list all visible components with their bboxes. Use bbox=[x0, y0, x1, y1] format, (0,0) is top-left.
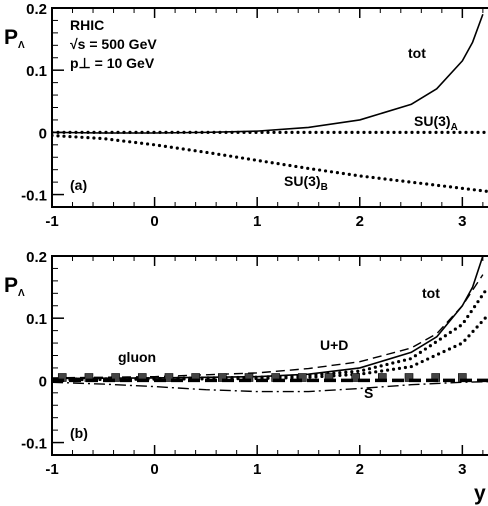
gluon-marker bbox=[111, 373, 120, 382]
series-u-d-label: U+D bbox=[320, 337, 348, 353]
series-gluon bbox=[57, 373, 467, 382]
y-tick-label: -0.1 bbox=[21, 436, 47, 453]
x-tick-label: 3 bbox=[458, 461, 466, 478]
y-axis-title-main: P bbox=[4, 274, 18, 297]
y-tick-label: 0.1 bbox=[26, 311, 47, 328]
panel-a: -1 0 1 2 30.20.10-0.1PΛ totSU(3)ASU(3)B(a)RHI… bbox=[4, 1, 488, 230]
series-gluon-label-main: gluon bbox=[118, 349, 156, 365]
series-tot-label-main: tot bbox=[408, 45, 426, 61]
info-line: RHIC bbox=[70, 17, 104, 33]
y-axis-title: PΛ bbox=[4, 274, 25, 299]
y-axis-title-sub: Λ bbox=[18, 40, 25, 51]
series-tot bbox=[52, 256, 484, 380]
series-s-label: S bbox=[364, 385, 373, 401]
series-s-label-main: S bbox=[364, 385, 373, 401]
series-su-3-b-label-main: SU(3) bbox=[284, 173, 321, 189]
x-tick-label: 0 bbox=[150, 213, 158, 230]
y-tick-label: 0.1 bbox=[26, 63, 47, 80]
series-gluon-label: gluon bbox=[118, 349, 156, 365]
gluon-marker bbox=[351, 373, 360, 382]
series-su-3-a-label-main: SU(3) bbox=[414, 113, 451, 129]
gluon-marker bbox=[298, 373, 307, 382]
series-u-d bbox=[52, 274, 484, 379]
x-tick-label: 3 bbox=[458, 213, 466, 230]
series-su-3-a-label: SU(3)A bbox=[414, 113, 458, 133]
gluon-marker bbox=[164, 373, 174, 382]
series-tot-label: tot bbox=[422, 285, 440, 301]
x-tick-label: 1 bbox=[253, 213, 261, 230]
series-su-3-b bbox=[52, 133, 488, 194]
info-line: √s = 500 GeV bbox=[70, 36, 157, 52]
y-tick-label: 0.2 bbox=[26, 1, 47, 18]
series-su-3-b-label: SU(3)B bbox=[284, 173, 328, 193]
y-tick-label: -0.1 bbox=[21, 188, 47, 205]
y-tick-label: 0 bbox=[39, 373, 47, 390]
panel-label: (a) bbox=[70, 177, 87, 193]
info-line: p⊥ = 10 GeV bbox=[70, 55, 155, 71]
y-tick-label: 0 bbox=[39, 125, 47, 142]
series-curve-3 bbox=[52, 313, 488, 382]
series-su-3-a-label-sub: A bbox=[451, 122, 458, 133]
x-tick-label: -1 bbox=[45, 213, 58, 230]
series-tot-label-main: tot bbox=[422, 285, 440, 301]
series-tot bbox=[52, 13, 484, 134]
y-axis-title-main: P bbox=[4, 26, 18, 49]
panel-label: (b) bbox=[70, 425, 88, 441]
x-tick-label: 2 bbox=[356, 461, 364, 478]
x-tick-label: 2 bbox=[356, 213, 364, 230]
x-tick-label: -1 bbox=[45, 461, 58, 478]
series-u-d-label-main: U+D bbox=[320, 337, 348, 353]
x-tick-label: 0 bbox=[150, 461, 158, 478]
y-tick-label: 0.2 bbox=[26, 249, 47, 266]
series-s bbox=[52, 380, 488, 393]
series-su-3-b-label-sub: B bbox=[321, 182, 328, 193]
y-axis-title-sub: Λ bbox=[18, 288, 25, 299]
x-tick-label: 1 bbox=[253, 461, 261, 478]
y-axis-title: PΛ bbox=[4, 26, 25, 51]
series-tot-label: tot bbox=[408, 45, 426, 61]
x-axis-title: y bbox=[474, 482, 486, 505]
